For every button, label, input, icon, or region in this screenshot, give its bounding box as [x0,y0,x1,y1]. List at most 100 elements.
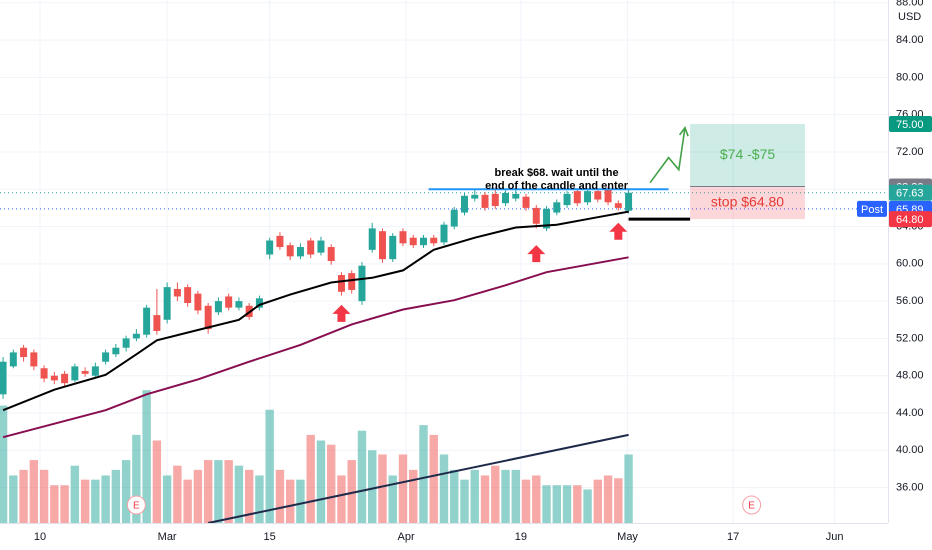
candle-body [91,366,99,376]
y-tick-label: 40.00 [896,444,924,456]
price-label-box [889,115,932,132]
volume-bar [285,479,295,523]
earnings-label: E [133,501,140,512]
x-tick-label: 10 [34,531,46,543]
volume-bar [368,450,377,523]
volume-bar [265,409,274,523]
annotation-text: break $68. wait until the [495,167,619,179]
volume-bar [162,475,172,523]
candle-body [184,287,192,303]
volume-bar [460,479,469,523]
candle-body [491,193,499,207]
candle-body [348,273,356,290]
candle-body [163,287,171,320]
signal-arrow [332,304,351,322]
volume-bar [480,475,490,523]
candle-body [337,275,345,292]
y-tick-label: 60.00 [896,258,924,270]
candle-body [461,195,469,213]
volume-bar [337,475,346,523]
earnings-label: E [748,501,755,512]
volume-bar [450,469,459,523]
candle-body [286,245,294,257]
y-tick-label: 72.00 [896,146,924,158]
candle-body [604,189,612,203]
candle-body [71,366,79,381]
price-label: 64.80 [896,214,924,226]
price-label: 67.63 [896,188,924,200]
volume-bar [552,485,561,523]
volume-bar [275,469,285,523]
x-tick-label: Jun [826,531,844,543]
earnings-marker [126,495,146,515]
volume-bar [142,390,151,523]
volume-bar [583,489,592,523]
candle-body [543,208,551,229]
candle-body [368,228,376,250]
candle-body [30,352,38,367]
volume-bar [327,444,336,523]
price-label-box [889,211,932,228]
volume-bar [193,469,203,523]
candle-body [81,371,89,374]
x-tick-label: Apr [397,531,414,543]
candle-body [430,237,438,244]
y-tick-label: 48.00 [896,370,924,382]
candle-body [419,237,427,246]
volume-bar [0,405,8,523]
candle-body [481,194,489,208]
candle-body [266,240,274,255]
volume-bar [562,485,572,523]
volume-bar [439,454,449,523]
volume-bar [152,440,162,523]
candle-body [614,203,622,208]
candle-body [173,289,181,297]
volume-bar [19,469,28,523]
volume-bar [132,434,141,523]
candle-body [40,368,48,379]
volume-bar [603,475,613,523]
moving-average-line [2,256,629,439]
candle-body [584,191,592,203]
y-tick-label: 36.00 [896,481,924,493]
volume-bar [234,465,244,523]
volume-bar [593,479,603,523]
annotation-text: end of the candle and enter [485,180,629,192]
price-tag-box [857,200,887,217]
y-tick-label: 88.00 [896,0,924,9]
volume-bar [70,465,80,523]
candle-body [20,347,28,358]
candle-body [471,194,479,199]
price-label-box [889,184,932,201]
volume-bar [91,479,100,523]
candle-body [204,305,212,330]
volume-bar [29,460,39,523]
candle-body [132,333,140,339]
candle-body [61,373,69,384]
volume-bar [521,479,531,523]
currency-label: USD [898,11,921,23]
x-tick-label: May [617,531,638,543]
signal-arrow [609,222,628,240]
candle-body [317,240,325,253]
x-tick-label: 19 [515,531,527,543]
volume-bar [203,460,213,523]
candle-body [389,235,397,260]
volume-bar [347,460,356,523]
x-tick-label: 17 [727,531,739,543]
moving-average-line [2,210,629,412]
price-label: 75.00 [896,119,924,131]
volume-bar [39,469,49,523]
candle-body [194,293,202,311]
volume-bar [409,469,418,523]
volume-bar [244,469,254,523]
candle-body [522,196,530,208]
candle-body [143,307,151,335]
candle-body [450,209,458,227]
candle-body [327,247,335,262]
candle-body [9,352,17,367]
volume-bar [470,469,479,523]
volume-bar [111,469,121,523]
volume-bar [224,460,233,523]
volume-bar [398,454,408,523]
